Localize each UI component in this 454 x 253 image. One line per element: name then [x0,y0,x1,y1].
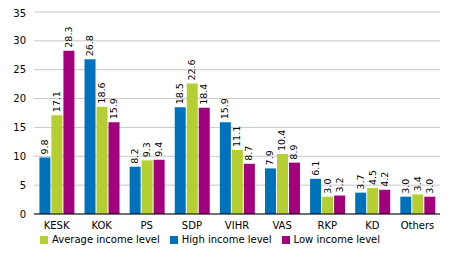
svg-text:10: 10 [13,151,26,162]
svg-text:9.8: 9.8 [39,139,50,154]
svg-text:3.0: 3.0 [424,179,435,194]
svg-text:11.1: 11.1 [231,126,242,147]
svg-text:9.4: 9.4 [153,142,164,157]
svg-text:6.1: 6.1 [310,161,321,176]
svg-text:9.3: 9.3 [141,142,152,157]
svg-text:5: 5 [20,180,26,191]
svg-text:18.5: 18.5 [174,83,185,104]
html-text:Average income level: Average income level [52,234,160,245]
svg-text:17.1: 17.1 [51,91,62,112]
svg-text:VAS: VAS [272,220,291,231]
svg-text:KESK: KESK [44,220,70,231]
svg-text:PS: PS [141,220,153,231]
svg-text:4.2: 4.2 [379,172,390,187]
svg-text:10.4: 10.4 [276,130,287,151]
svg-text:RKP: RKP [317,220,337,231]
svg-text:3.0: 3.0 [322,179,333,194]
svg-text:Others: Others [401,220,435,231]
svg-text:26.8: 26.8 [84,35,95,56]
svg-text:25: 25 [13,64,26,75]
svg-text:8.7: 8.7 [243,146,254,161]
svg-text:3.4: 3.4 [412,176,423,191]
svg-text:15.9: 15.9 [108,98,119,119]
svg-text:18.4: 18.4 [198,84,209,105]
svg-text:30: 30 [13,35,26,46]
svg-text:18.6: 18.6 [96,82,107,103]
svg-text:8.9: 8.9 [288,145,299,160]
html-text:High income level: High income level [181,234,272,245]
svg-text:KOK: KOK [91,220,112,231]
svg-text:VIHR: VIHR [225,220,249,231]
svg-text:28.3: 28.3 [63,27,74,48]
svg-text:4.5: 4.5 [367,170,378,185]
svg-text:0: 0 [20,209,26,220]
svg-text:35: 35 [13,8,26,19]
svg-text:KD: KD [365,220,380,231]
svg-text:3.2: 3.2 [334,177,345,192]
svg-text:15: 15 [13,122,26,133]
svg-text:3.7: 3.7 [355,175,366,190]
svg-text:20: 20 [13,93,26,104]
svg-text:8.2: 8.2 [129,149,140,164]
svg-text:SDP: SDP [182,220,202,231]
svg-text:22.6: 22.6 [186,59,197,80]
svg-text:3.0: 3.0 [400,179,411,194]
svg-text:7.9: 7.9 [264,150,275,165]
svg-text:15.9: 15.9 [219,98,230,119]
html-text:Low income level: Low income level [293,234,380,245]
